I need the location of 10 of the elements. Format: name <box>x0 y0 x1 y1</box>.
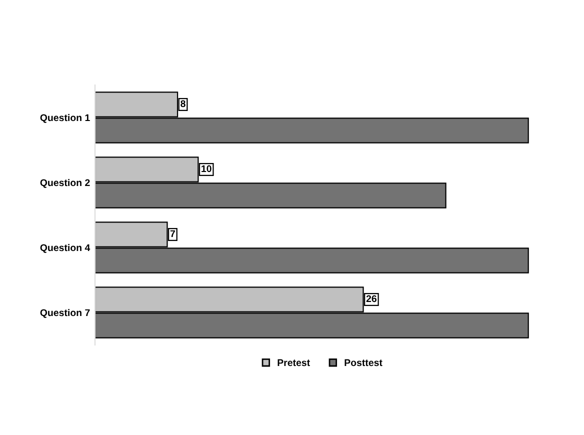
data-label: 26 <box>366 295 376 302</box>
legend-label: Posttest <box>344 359 382 366</box>
y-tick-label: Question 1 <box>40 114 90 123</box>
y-tick-label: Question 7 <box>40 308 90 318</box>
legend-label: Pretest <box>278 359 310 366</box>
y-tick-label: Question 2 <box>40 178 90 188</box>
y-tick-label: Question 4 <box>40 244 90 253</box>
data-label: 8 <box>180 100 186 108</box>
data-label: 10 <box>202 165 212 172</box>
data-label: 7 <box>170 230 175 238</box>
